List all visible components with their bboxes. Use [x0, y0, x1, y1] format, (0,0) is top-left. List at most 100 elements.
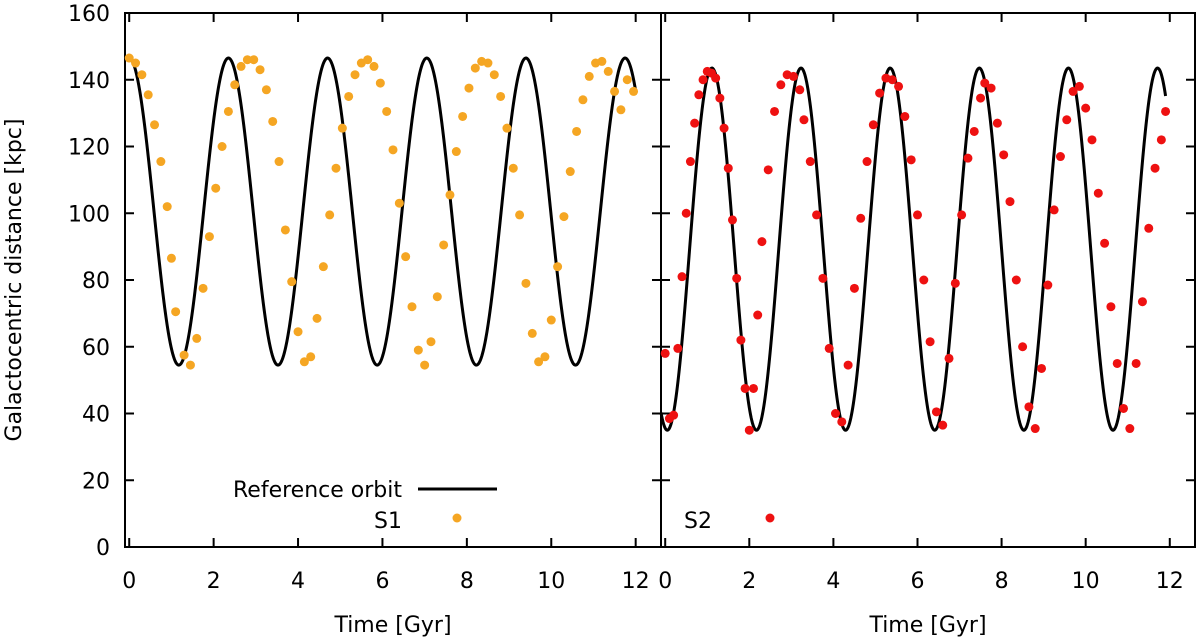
- s2-point: [950, 278, 960, 288]
- s2-point: [999, 150, 1009, 160]
- s2-point: [698, 75, 708, 85]
- s2-point: [685, 157, 695, 167]
- x-tick-label-12: 12: [622, 569, 650, 594]
- s2-point: [749, 383, 758, 393]
- s2-point: [957, 210, 967, 220]
- s2-point: [912, 210, 922, 220]
- s1-point: [426, 337, 436, 347]
- s1-point: [559, 212, 569, 222]
- s2-point: [1156, 135, 1166, 145]
- s2-point: [757, 237, 767, 247]
- s2-point: [805, 157, 815, 167]
- s1-point: [261, 85, 271, 95]
- panel-left-legend: Reference orbit S1: [233, 478, 497, 534]
- s2-point: [925, 337, 935, 347]
- s2-point: [1150, 163, 1160, 173]
- y-tick-label-140: 140: [68, 69, 110, 94]
- s1-point: [622, 75, 632, 85]
- legend-s2-marker: [765, 513, 775, 523]
- x-tick-label-4: 4: [826, 569, 840, 594]
- s2-point: [894, 81, 904, 91]
- s2-point: [1161, 106, 1171, 116]
- s2-point: [837, 417, 847, 427]
- panel-right: 0 2 4 6 8 10 12 Time [Gyr] S2: [658, 12, 1196, 638]
- s1-point: [458, 111, 468, 121]
- s2-point: [1068, 86, 1078, 96]
- s2-point: [1093, 188, 1103, 198]
- s2-point: [919, 275, 929, 285]
- s1-point: [610, 86, 620, 96]
- s2-point: [992, 118, 1002, 128]
- s2-point: [1100, 238, 1110, 248]
- s1-point: [236, 61, 246, 71]
- y-tick-label-20: 20: [82, 469, 110, 494]
- s1-point: [131, 58, 141, 68]
- s2-point: [1018, 342, 1028, 352]
- s2-point: [944, 353, 954, 363]
- s1-point: [217, 142, 227, 151]
- s1-point: [363, 55, 373, 65]
- s2-point: [732, 273, 742, 283]
- s2-point: [849, 283, 859, 293]
- s2-point: [1087, 135, 1097, 145]
- s2-point: [1043, 280, 1053, 290]
- s2-point: [763, 165, 773, 175]
- s1-point: [407, 302, 417, 312]
- s1-point: [572, 126, 582, 136]
- s2-point: [673, 343, 683, 353]
- s1-point: [521, 278, 531, 288]
- s2-point: [694, 90, 704, 100]
- s1-point: [268, 116, 278, 126]
- s2-point: [677, 272, 687, 282]
- y-tick-label-120: 120: [68, 136, 110, 161]
- s1-point: [350, 70, 360, 80]
- s2-point: [1011, 275, 1021, 285]
- s2-point: [1062, 115, 1072, 125]
- s1-point: [325, 210, 335, 220]
- s2-point: [963, 153, 973, 163]
- s2-point: [1005, 197, 1015, 207]
- panel-left-x-ticks: 0 2 4 6 8 10 12: [122, 13, 650, 594]
- s2-point: [770, 106, 780, 116]
- s2-point: [799, 115, 809, 125]
- s1-point: [483, 58, 493, 68]
- s1-point: [502, 123, 512, 133]
- s2-point: [862, 157, 872, 167]
- s2-point: [831, 409, 840, 418]
- x-tick-label-10: 10: [537, 569, 565, 594]
- s1-point: [124, 53, 134, 63]
- panel-right-y-ticks: [661, 12, 1195, 548]
- s2-point: [776, 80, 786, 90]
- legend-s2-label: S2: [684, 509, 712, 534]
- s2-point: [1119, 403, 1129, 413]
- s2-point: [976, 93, 986, 103]
- s2-point: [753, 310, 763, 320]
- s1-point: [318, 262, 328, 272]
- panel-right-s2-points: [660, 66, 1171, 435]
- s1-point: [192, 333, 202, 343]
- s1-point: [223, 106, 233, 116]
- x-tick-label-10: 10: [1072, 569, 1100, 594]
- s1-point: [166, 253, 176, 263]
- y-tick-label-40: 40: [82, 403, 110, 428]
- s1-point: [597, 56, 607, 66]
- s1-point: [616, 105, 626, 115]
- s1-point: [413, 345, 423, 355]
- x-tick-label-6: 6: [375, 569, 389, 594]
- s2-point: [1106, 302, 1116, 312]
- y-tick-label-0: 0: [96, 536, 110, 561]
- s1-point: [299, 357, 309, 367]
- s1-point: [280, 225, 290, 235]
- s2-point: [887, 75, 897, 85]
- s2-point: [1131, 358, 1141, 368]
- s1-point: [274, 157, 284, 167]
- s2-point: [660, 348, 670, 358]
- s1-point: [185, 360, 195, 370]
- s2-point: [1137, 297, 1147, 307]
- s1-point: [179, 350, 189, 360]
- x-tick-label-2: 2: [207, 569, 221, 594]
- s1-point: [527, 328, 537, 338]
- s1-point: [255, 65, 265, 75]
- s2-point: [723, 163, 733, 173]
- y-axis-title: Galactocentric distance [kpc]: [2, 119, 27, 442]
